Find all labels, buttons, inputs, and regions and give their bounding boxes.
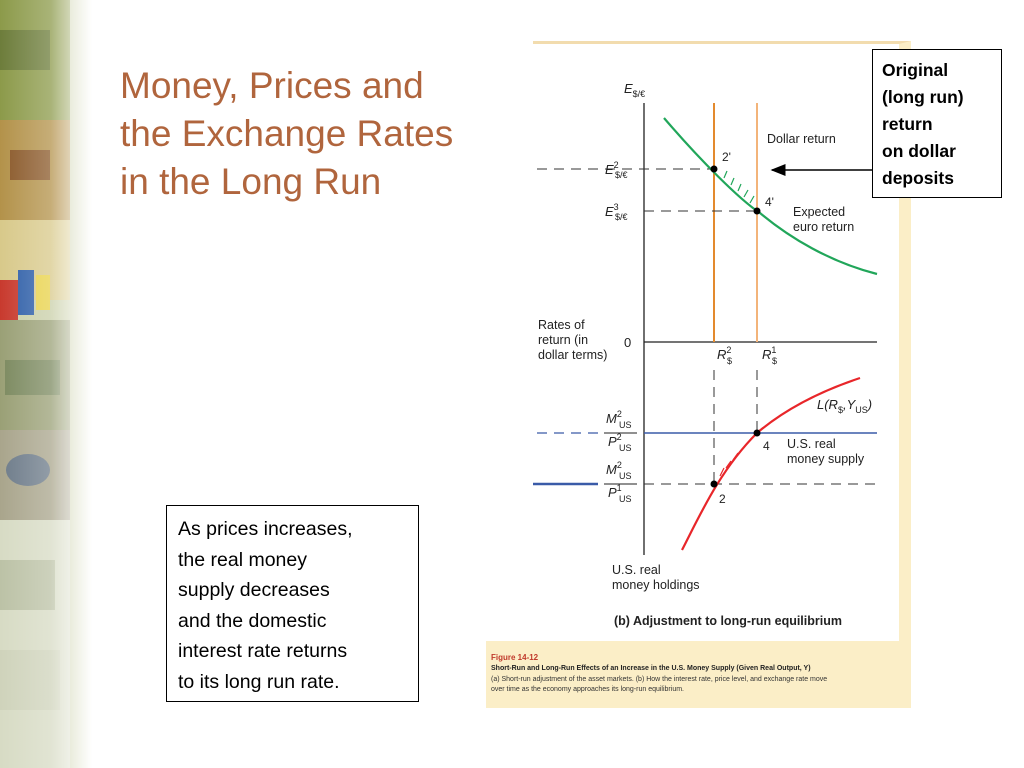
price-increase-callout: As prices increases, the real money supp… bbox=[166, 505, 419, 702]
figure-number: Figure 14-12 bbox=[491, 653, 539, 662]
p2-us-bottom-1: P2 US bbox=[608, 432, 632, 453]
callout-right-line-4: on dollar bbox=[882, 141, 956, 161]
title-line-1: Money, Prices and bbox=[120, 65, 424, 106]
us-real-supply-line-1: U.S. real bbox=[787, 437, 836, 451]
rates-of-return-line-2: return (in bbox=[538, 333, 588, 347]
callout-left-line-3: supply decreases bbox=[178, 579, 330, 601]
m2-us-top-2: M2 US bbox=[606, 460, 632, 481]
p1-us-bottom-2: P1 US bbox=[608, 483, 632, 504]
point-2-prime-label: 2' bbox=[722, 150, 731, 164]
panel-caption: (b) Adjustment to long-run equilibrium bbox=[614, 614, 842, 628]
decorative-side-strip bbox=[0, 0, 92, 768]
dollar-return-label: Dollar return bbox=[767, 132, 836, 146]
callout-right-line-3: return bbox=[882, 114, 933, 134]
rates-of-return-line-3: dollar terms) bbox=[538, 348, 607, 362]
point-2-prime-dot bbox=[710, 165, 718, 173]
us-real-holdings-line-2: money holdings bbox=[612, 578, 700, 592]
figure-panel bbox=[533, 41, 911, 641]
us-real-holdings-line-1: U.S. real bbox=[612, 563, 661, 577]
green-adjustment-ticks bbox=[723, 170, 755, 204]
zero-label: 0 bbox=[624, 335, 631, 350]
figure-caption-desc-line-2: over time as the economy approaches its … bbox=[491, 686, 684, 693]
rates-of-return-line-1: Rates of bbox=[538, 318, 585, 332]
top-axis-label: E$/€ bbox=[624, 81, 645, 99]
r2-label: R2 $ bbox=[717, 345, 732, 366]
callout-right-line-1: Original bbox=[882, 60, 949, 80]
callout-left-line-1: As prices increases, bbox=[178, 518, 353, 540]
figure-caption-description: (a) Short-run adjustment of the asset ma… bbox=[491, 675, 911, 695]
callout-right-line-2: (long run) bbox=[882, 87, 964, 107]
money-demand-label: L(R$,YUS) bbox=[817, 397, 872, 415]
red-adjustment-ticks bbox=[719, 437, 753, 477]
original-return-callout: Original (long run) return on dollar dep… bbox=[872, 49, 1002, 198]
point-2-label: 2 bbox=[719, 492, 726, 506]
e2-label: E2 $/€ bbox=[605, 160, 628, 180]
callout-left-line-4: and the domestic bbox=[178, 609, 327, 632]
us-real-supply-line-2: money supply bbox=[787, 452, 865, 466]
figure-caption: Figure 14-12 Short-Run and Long-Run Effe… bbox=[486, 641, 911, 708]
callout-left-line-6: to its long run rate. bbox=[178, 670, 340, 693]
point-4-prime-dot bbox=[753, 207, 761, 215]
callout-left-line-5: interest rate returns bbox=[178, 640, 348, 662]
point-2-dot bbox=[710, 480, 718, 488]
figure-caption-title: Short-Run and Long-Run Effects of an Inc… bbox=[491, 665, 811, 672]
title-line-2: the Exchange Rates bbox=[120, 113, 454, 154]
slide-title: Money, Prices and the Exchange Rates in … bbox=[120, 62, 520, 206]
point-4-label: 4 bbox=[763, 439, 770, 453]
point-4-prime-label: 4' bbox=[765, 195, 774, 209]
point-4-dot bbox=[753, 429, 761, 437]
callout-right-line-5: deposits bbox=[882, 168, 954, 188]
expected-euro-return-curve bbox=[663, 117, 878, 276]
m2-us-top-1: M2 US bbox=[606, 409, 632, 430]
expected-euro-return-line-2: euro return bbox=[793, 220, 854, 234]
expected-euro-return-line-1: Expected bbox=[793, 205, 845, 219]
figure-caption-desc-line-1: (a) Short-run adjustment of the asset ma… bbox=[491, 676, 828, 683]
r1-label: R1 $ bbox=[762, 345, 777, 366]
title-line-3: in the Long Run bbox=[120, 161, 382, 202]
callout-left-line-2: the real money bbox=[178, 548, 307, 571]
e3-label: E3 $/€ bbox=[605, 202, 628, 222]
